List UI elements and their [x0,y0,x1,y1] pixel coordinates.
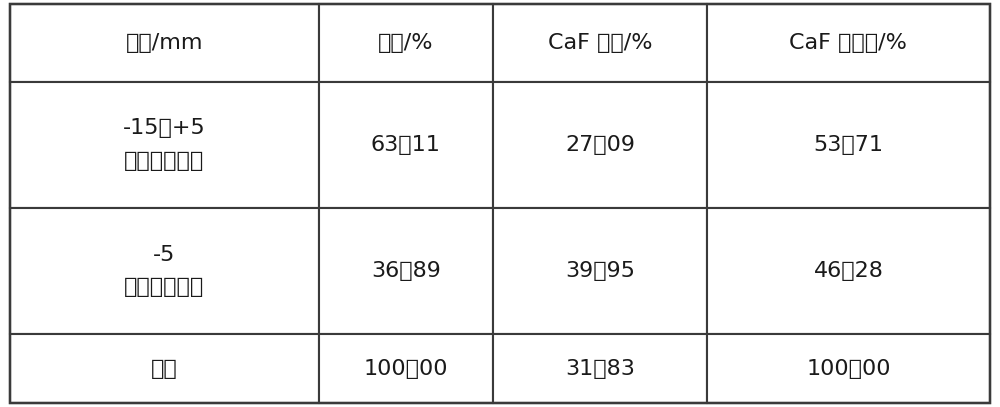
Text: 原矿: 原矿 [151,359,178,379]
Text: 31．83: 31．83 [565,359,635,379]
Text: 36．89: 36．89 [371,261,441,281]
Text: 粒度/mm: 粒度/mm [126,33,203,53]
Text: CaF 分布率/%: CaF 分布率/% [789,33,907,53]
Text: CaF 品位/%: CaF 品位/% [548,33,652,53]
Bar [707,82,990,208]
Text: 100．00: 100．00 [806,359,891,379]
Bar [707,208,990,334]
Bar [707,4,990,82]
Text: 27．09: 27．09 [565,135,635,155]
Bar [319,4,493,82]
Text: 63．11: 63．11 [371,135,441,155]
Text: 53．71: 53．71 [813,135,883,155]
Bar [319,208,493,334]
Text: 39．95: 39．95 [565,261,635,281]
Text: -5
（筛下产品）: -5 （筛下产品） [124,245,204,298]
Text: 46．28: 46．28 [813,261,883,281]
Bar [10,334,319,403]
Bar [493,4,707,82]
Text: -15～+5
（筛上产品）: -15～+5 （筛上产品） [123,118,206,171]
Text: 100．00: 100．00 [364,359,448,379]
Text: 产率/%: 产率/% [378,33,434,53]
Bar [10,4,319,82]
Bar [493,82,707,208]
Bar [707,334,990,403]
Bar [493,208,707,334]
Bar [10,82,319,208]
Bar [493,334,707,403]
Bar [10,208,319,334]
Bar [319,334,493,403]
Bar [319,82,493,208]
